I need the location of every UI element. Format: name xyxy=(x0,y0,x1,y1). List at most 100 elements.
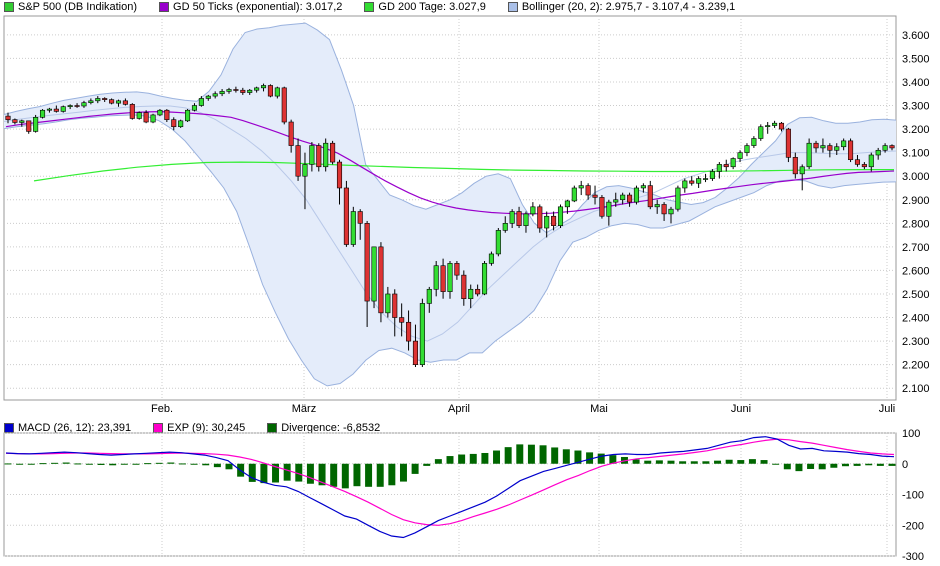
legend-label: EXP (9): 30,245 xyxy=(167,422,246,434)
candle-body-down xyxy=(330,142,336,163)
candle xyxy=(495,228,501,257)
price-y-tick: 3.200 xyxy=(902,124,930,136)
candle xyxy=(820,138,826,153)
candle-body-down xyxy=(267,85,273,97)
candle-body-up xyxy=(620,194,626,201)
candle-body-up xyxy=(868,154,874,168)
candle xyxy=(592,185,598,205)
candle-body-down xyxy=(440,265,446,292)
price-x-label: Juni xyxy=(731,403,751,415)
candle-body-down xyxy=(778,122,785,130)
candle-body-up xyxy=(654,204,660,208)
candle xyxy=(606,199,612,226)
candle xyxy=(67,104,73,110)
divergence-bar xyxy=(667,460,675,464)
divergence-bar xyxy=(760,460,768,464)
candle-body-up xyxy=(371,246,377,302)
candle-body-down xyxy=(364,223,370,302)
candle xyxy=(744,143,750,157)
candle xyxy=(654,199,660,214)
divergence-bar xyxy=(260,463,268,484)
candle xyxy=(143,110,149,124)
candle-body-up xyxy=(302,164,308,177)
legend-label: GD 50 Ticks (exponential): 3.017,2 xyxy=(173,1,343,13)
candle xyxy=(537,204,543,233)
candle-body-up xyxy=(46,108,52,111)
candle-body-up xyxy=(523,213,529,226)
candle xyxy=(385,286,391,318)
price-y-tick: 2.300 xyxy=(902,336,930,348)
candle xyxy=(633,185,640,205)
candle-body-down xyxy=(399,317,405,323)
candle xyxy=(730,157,736,170)
candle xyxy=(737,150,743,163)
candle-body-up xyxy=(488,253,494,264)
candle xyxy=(799,164,805,191)
candle-body-down xyxy=(164,109,170,120)
divergence-bar xyxy=(609,455,617,464)
divergence-bar xyxy=(144,463,152,465)
candle-body-down xyxy=(109,99,115,104)
candle xyxy=(316,143,322,172)
candle-body-up xyxy=(875,149,881,156)
candle-body-up xyxy=(309,145,315,165)
divergence-bar xyxy=(411,463,419,474)
candle xyxy=(46,107,52,113)
price-panel: 2.100 2.200 2.300 2.400 2.500 2.600 2.700 2.800… xyxy=(3,15,930,415)
divergence-bar xyxy=(295,463,303,482)
candle-body-up xyxy=(254,87,260,91)
candle xyxy=(758,124,764,141)
candle xyxy=(309,142,315,172)
candle xyxy=(792,152,798,179)
price-y-tick: 3.600 xyxy=(902,30,930,42)
candle xyxy=(433,261,439,297)
legend-swatch xyxy=(159,2,170,12)
candle-body-up xyxy=(668,208,674,215)
candle xyxy=(709,169,715,181)
candle-body-down xyxy=(454,263,460,276)
divergence-bar xyxy=(737,460,745,464)
divergence-bar xyxy=(341,463,349,489)
candle xyxy=(33,114,39,133)
candle xyxy=(861,162,867,170)
price-x-label: Mai xyxy=(590,403,608,415)
candle xyxy=(551,211,557,231)
price-y-tick: 2.600 xyxy=(902,265,930,277)
divergence-bar xyxy=(399,463,407,482)
price-y-tick: 2.400 xyxy=(902,313,930,325)
candle-body-up xyxy=(185,109,191,122)
bollinger-upper-line xyxy=(3,22,897,234)
legend-swatch xyxy=(364,2,375,12)
price-x-label: April xyxy=(448,403,470,415)
legend-swatch xyxy=(4,2,14,12)
candle-body-down xyxy=(848,140,854,161)
candle-body-up xyxy=(744,145,750,153)
candle-body-up xyxy=(564,200,570,208)
candle-body-down xyxy=(647,185,653,208)
candle-body-down xyxy=(74,105,80,107)
candle xyxy=(419,298,425,368)
candle-body-up xyxy=(274,87,280,97)
candle xyxy=(350,206,356,247)
divergence-bar xyxy=(272,463,280,483)
divergence-bar xyxy=(62,462,70,464)
divergence-bar xyxy=(423,463,431,466)
candle xyxy=(702,173,709,183)
macd-panel: 100 0 -100 -200 -300 xyxy=(3,428,924,563)
candle-body-up xyxy=(882,145,888,151)
divergence-bar xyxy=(458,454,466,464)
candle-body-up xyxy=(613,199,619,203)
divergence-bar xyxy=(655,460,663,464)
legend-label: GD 200 Tage: 3.027,9 xyxy=(378,1,486,13)
price-x-label: Juli xyxy=(879,403,896,415)
candle-body-up xyxy=(675,187,681,210)
divergence-bar xyxy=(679,461,687,464)
candle-body-down xyxy=(813,142,819,149)
candle-body-down xyxy=(378,246,384,314)
candle xyxy=(647,180,653,210)
divergence-bar xyxy=(190,463,198,465)
candle-body-up xyxy=(834,146,840,151)
candle xyxy=(371,246,377,309)
candle xyxy=(661,202,667,221)
candle-body-down xyxy=(592,194,598,198)
